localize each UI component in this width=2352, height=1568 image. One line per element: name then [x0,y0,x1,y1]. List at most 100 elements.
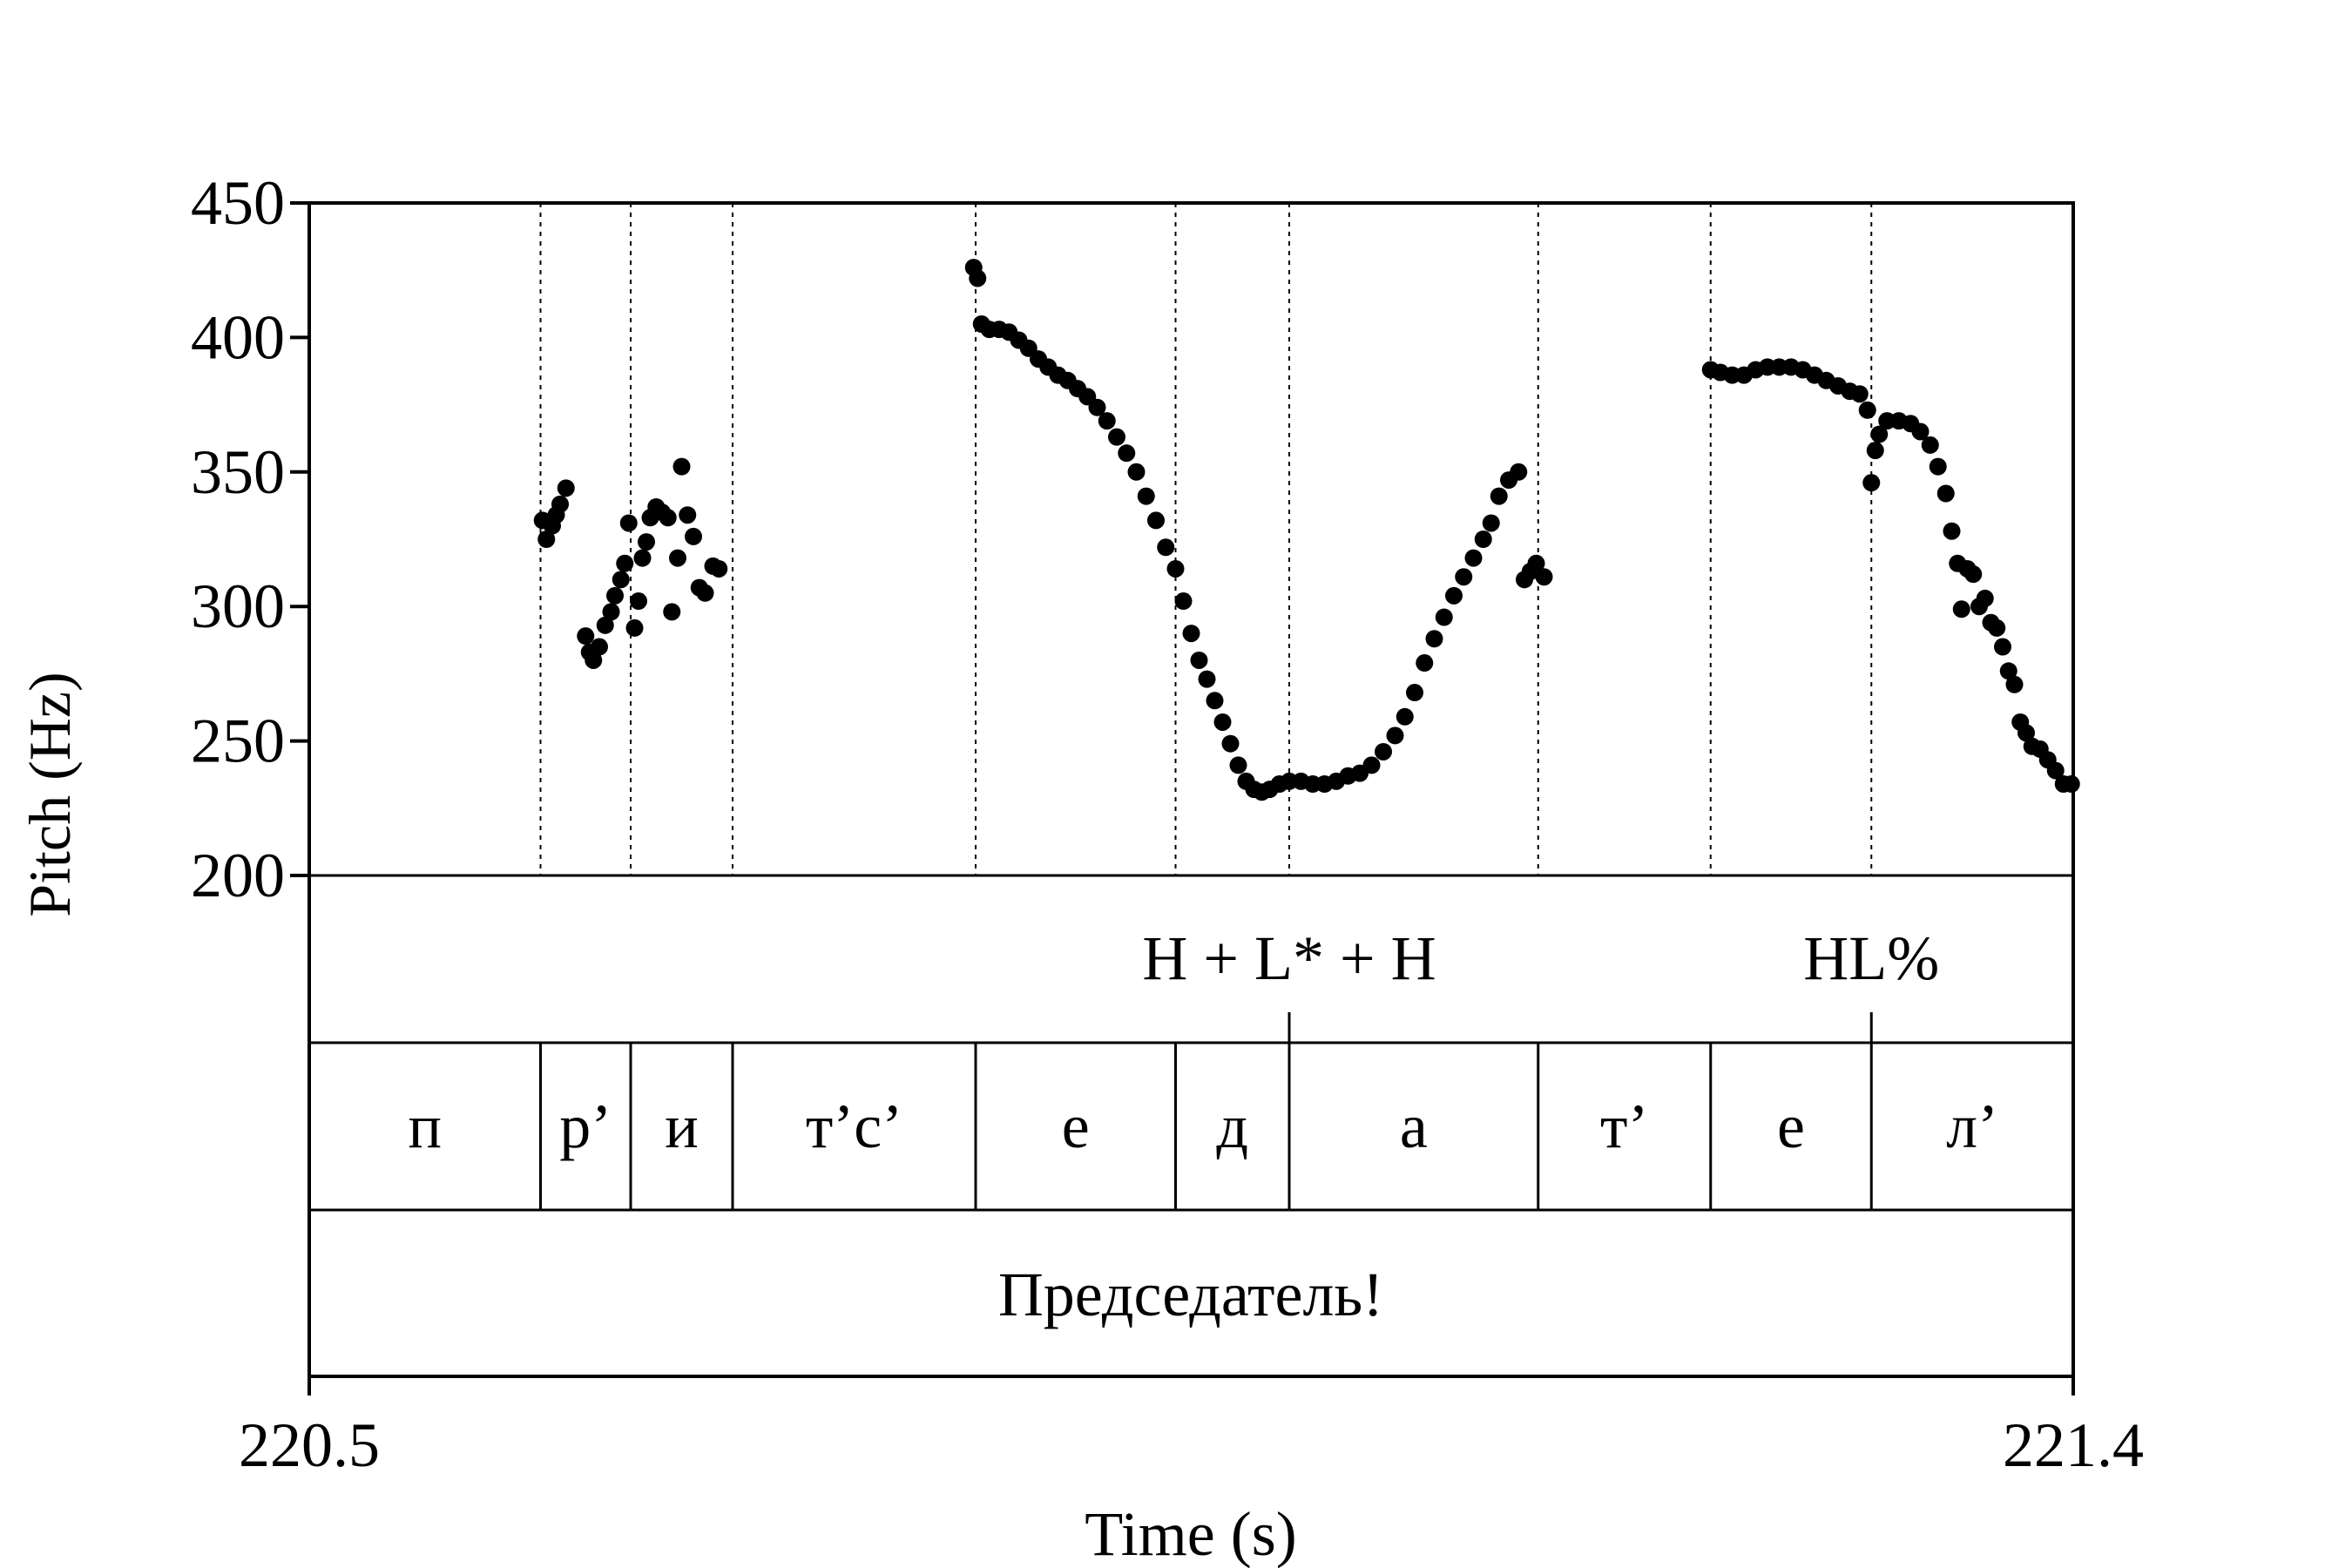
pitch-point [1964,565,1983,584]
y-tick-label: 200 [191,841,285,910]
pitch-point [606,586,624,605]
pitch-point [633,549,652,567]
pitch-point [1936,484,1955,503]
pitch-point [696,584,714,602]
tone-tier: H + L* + H HL% [1142,923,1939,1043]
pitch-point [1464,549,1483,567]
pitch-point [1911,422,1930,441]
pitch-point [669,549,686,567]
pitch-point [625,618,644,637]
pitch-point [596,616,614,634]
x-tick-label: 220.5 [239,1410,380,1480]
pitch-point [537,531,556,548]
y-tick-label: 250 [191,706,285,776]
pitch-point [1362,756,1381,774]
pitch-point [577,627,595,645]
pitch-point [1213,713,1232,731]
pitch-point [2017,724,2035,742]
x-axis: 220.5 221.4 [239,1376,2144,1480]
pitch-point [1174,592,1193,611]
pitch-point [1157,538,1175,557]
pitch-point [1870,425,1889,443]
pitch-point [2046,761,2065,780]
pitch-point [638,533,655,551]
segment-label: л’ [1946,1092,1998,1161]
pitch-point [659,509,677,527]
pitch-point [585,651,603,669]
pitch-point [1866,442,1884,460]
y-tick-label: 450 [191,168,285,238]
y-tick-label: 300 [191,571,285,641]
pitch-point [1221,734,1240,753]
pitch-point [1921,436,1939,454]
pitch-point [1127,463,1146,481]
pitch-point [1098,412,1116,430]
x-tick-label: 221.4 [2003,1410,2144,1480]
pitch-point [1862,474,1881,492]
pitch-point [1490,487,1508,505]
pitch-point [1386,727,1404,745]
pitch-point [551,495,569,513]
pitch-point [672,457,691,476]
pitch-point [2062,775,2080,794]
pitch-point [1474,531,1492,548]
pitch-point [1147,511,1165,530]
pitch-point [969,269,987,287]
pitch-point [1929,457,1947,476]
pitch-point [1137,487,1155,505]
pitch-point [591,638,608,656]
pitch-point [630,592,647,611]
pitch-point [1527,554,1545,572]
pitch-point [602,603,620,621]
pitch-point [1198,670,1216,688]
pitch-point [1976,589,1994,607]
segment-label: и [665,1092,699,1161]
pitch-point [679,506,697,524]
segment-label: е [1777,1092,1805,1161]
pitch-point [2005,675,2024,693]
pitch-point [710,559,728,578]
pitch-point [1445,586,1463,605]
pitch-point [1999,662,2017,680]
x-axis-label: Time (s) [1085,1499,1296,1568]
pitch-point [1206,692,1224,710]
pitch-point [1482,514,1500,532]
segment-label: д [1216,1092,1248,1161]
segment-label: а [1400,1092,1428,1161]
pitch-point [1994,638,2011,656]
pitch-point [1510,463,1528,481]
segment-tier: п р’ и т’с’ е д а т’ е л’ [408,1043,1998,1210]
plot-frame [308,201,2075,1378]
segment-boundary-lines [539,203,1873,875]
pitch-point [1858,401,1876,419]
pitch-point [1406,684,1423,702]
pitch-point [1943,522,1961,540]
pitch-point [1118,444,1136,463]
segment-label: р’ [559,1092,612,1161]
pitch-point [1850,385,1869,403]
pitch-point [557,479,575,497]
pitch-point [1229,756,1247,774]
pitch-point [1182,625,1200,643]
pitch-point [1435,608,1453,626]
pitch-point [1535,568,1553,586]
y-axis-label: Pitch (Hz) [17,672,83,916]
pitch-point [1108,428,1125,446]
y-axis: 450 400 350 300 250 200 [191,168,309,910]
word-label: Председатель! [998,1260,1383,1329]
segment-label: т’с’ [806,1092,902,1161]
tone-label: H + L* + H [1142,923,1436,993]
segment-label: е [1062,1092,1090,1161]
pitch-point [616,554,634,572]
pitch-point [1988,618,2006,637]
pitch-point [619,514,638,532]
pitch-point [1375,742,1392,760]
pitch-point [1396,707,1414,726]
pitch-point [1425,630,1443,648]
pitch-point [663,603,681,621]
y-tick-label: 350 [191,437,285,507]
segment-label: п [408,1092,442,1161]
pitch-point [1952,600,1970,618]
pitch-point [1416,654,1434,672]
